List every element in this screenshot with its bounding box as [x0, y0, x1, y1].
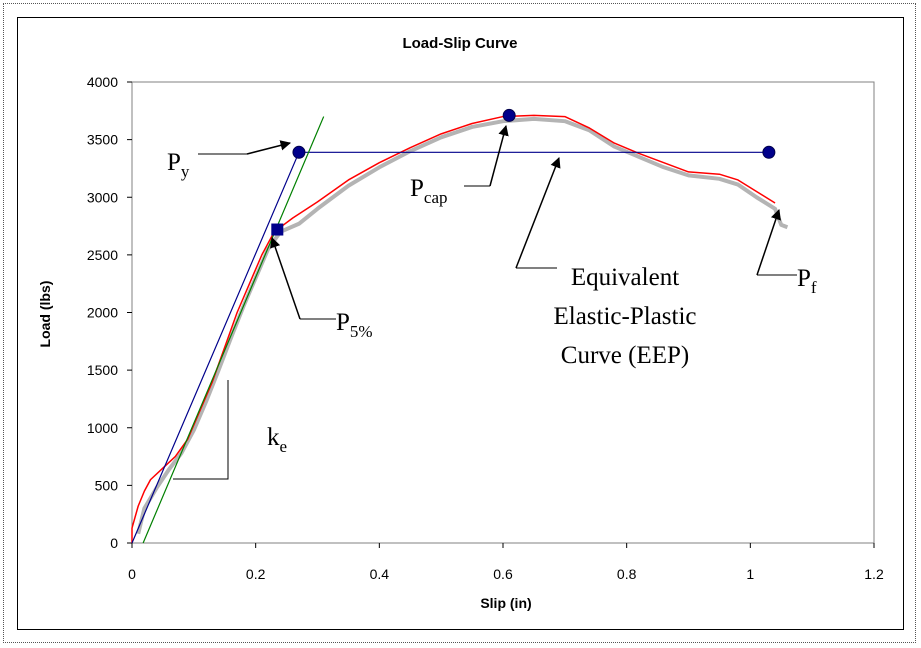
- annotation-pf-text: Pf: [797, 265, 817, 297]
- y-tick-label: 3500: [87, 132, 118, 148]
- annotation-p5-text: P5%: [336, 309, 373, 341]
- annotation-pcap-text: Pcap: [410, 175, 448, 207]
- y-tick-label: 4000: [87, 74, 118, 90]
- point-marker: [292, 145, 306, 159]
- x-tick-label: 1.2: [864, 566, 884, 582]
- annotation-py-text: Py: [167, 149, 190, 181]
- point-p5-marker: [271, 223, 284, 236]
- x-tick-label: 0.8: [617, 566, 637, 582]
- y-tick-label: 0: [110, 535, 118, 551]
- chart-area-frame: [17, 17, 904, 630]
- p5-arrow: [270, 237, 301, 320]
- annotation-p-cap: Pcap: [410, 175, 448, 207]
- x-axis-ticks: 0 0.2 0.4 0.6 0.8 1 1.2: [128, 543, 884, 582]
- x-tick-label: 1: [746, 566, 754, 582]
- y-tick-label: 2500: [87, 247, 118, 263]
- x-axis-title: Slip (in): [480, 595, 531, 611]
- test-curve-red: [131, 114, 776, 543]
- eep-label-line2: Elastic-Plastic: [553, 303, 696, 330]
- elastic-stiffness-line: [142, 116, 325, 544]
- x-tick-label: 0: [128, 566, 136, 582]
- pcap-arrow: [489, 124, 509, 187]
- annotation-layer: Py Pcap P5% Pf ke Equivalent: [167, 124, 817, 480]
- annotation-k-e: ke: [267, 424, 287, 456]
- annotation-p-5pct: P5%: [336, 309, 373, 341]
- annotation-p-y: Py: [167, 149, 190, 181]
- eep-label-line3: Curve (EEP): [561, 342, 689, 369]
- outer-dotted-frame: [3, 3, 916, 643]
- series-layer: [131, 114, 789, 544]
- y-tick-label: 1000: [87, 420, 118, 436]
- y-tick-label: 500: [95, 477, 119, 493]
- y-tick-label: 2000: [87, 305, 118, 321]
- x-tick-label: 0.2: [246, 566, 266, 582]
- test-curve-gray: [136, 116, 789, 535]
- marker-points: [271, 108, 776, 236]
- chart-title: Load-Slip Curve: [402, 35, 517, 52]
- ke-slope-triangle: [173, 380, 229, 480]
- y-axis-title: Load (lbs): [37, 281, 53, 348]
- point-marker: [762, 145, 776, 159]
- py-arrow: [246, 140, 292, 155]
- pf-arrow: [756, 209, 781, 276]
- y-tick-label: 1500: [87, 362, 118, 378]
- annotation-p-f: Pf: [797, 265, 817, 297]
- y-axis-ticks: 0 500 1000 1500 2000 2500 3000 3500 4000: [87, 74, 132, 551]
- point-marker: [502, 108, 516, 122]
- x-tick-label: 0.4: [370, 566, 390, 582]
- eep-label-line1: Equivalent: [571, 264, 679, 291]
- x-tick-label: 0.6: [493, 566, 513, 582]
- annotation-ke-text: ke: [267, 424, 287, 456]
- eep-arrow: [515, 157, 561, 269]
- y-tick-label: 3000: [87, 189, 118, 205]
